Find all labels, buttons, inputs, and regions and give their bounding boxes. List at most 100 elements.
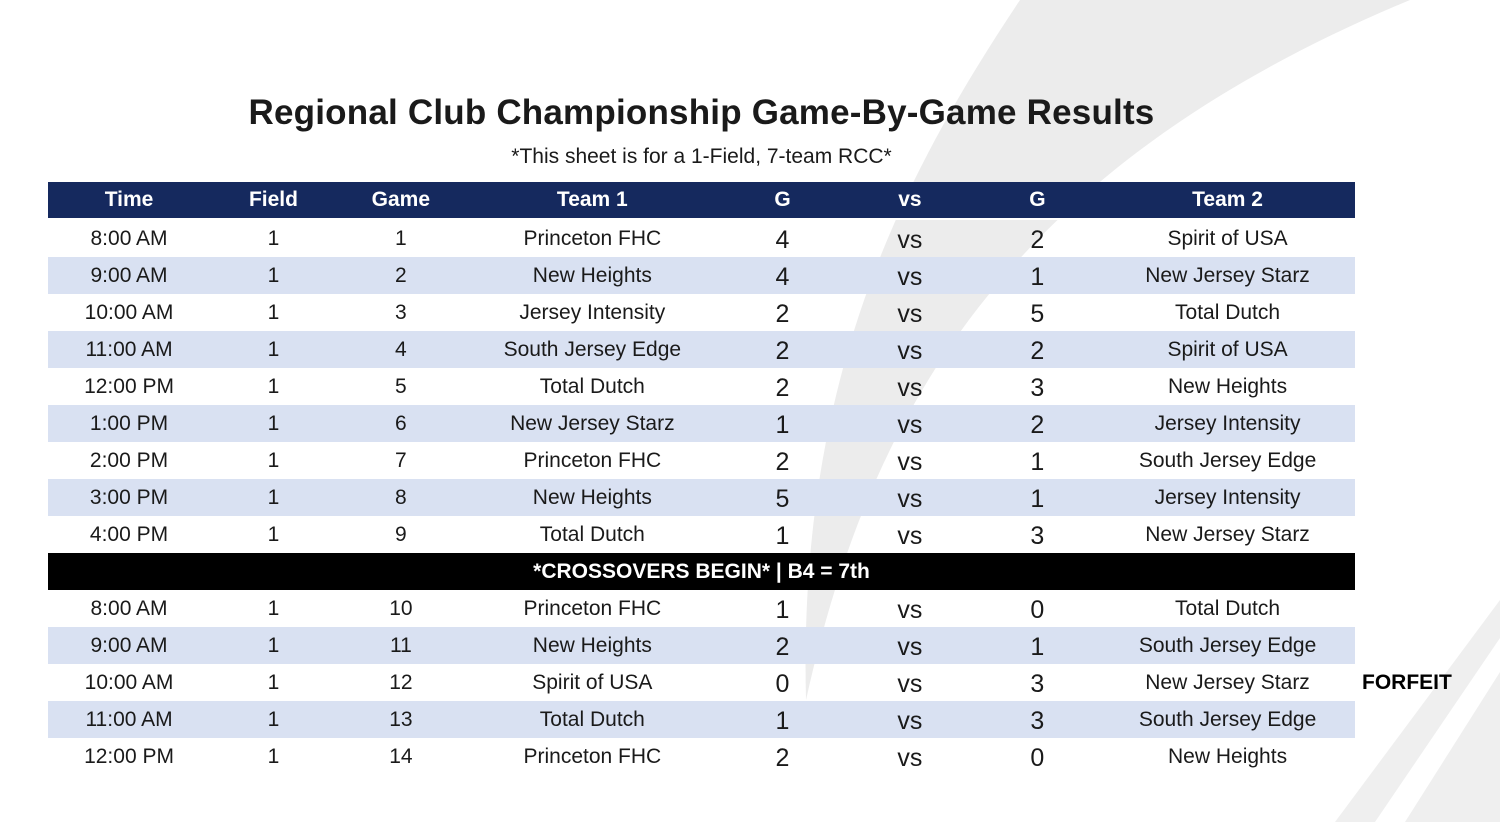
page-title: Regional Club Championship Game-By-Game … xyxy=(248,93,1155,132)
score2-cell: 2 xyxy=(974,331,1101,368)
score1-cell: 2 xyxy=(775,448,790,476)
score2-cell: 2 xyxy=(1030,226,1045,254)
vs-cell: vs xyxy=(897,596,923,624)
team1-cell: Spirit of USA xyxy=(532,670,653,694)
morning-games-body: 8:00 AM 1 1 Princeton FHC 4 vs 2 Spirit of USA 9… xyxy=(48,219,1355,553)
table-row: 11:00 AM 1 4 South Jersey Edge 2 vs 2 Spirit of… xyxy=(48,331,1355,368)
team2-cell: Spirit of USA xyxy=(1100,331,1355,368)
team1-cell: New Heights xyxy=(464,479,720,516)
team2-cell: Total Dutch xyxy=(1175,300,1281,324)
field-cell: 1 xyxy=(210,627,337,664)
time-cell: 9:00 AM xyxy=(48,257,211,294)
vs-cell: vs xyxy=(897,300,923,328)
team1-cell: New Heights xyxy=(464,627,720,664)
score2-cell: 3 xyxy=(1030,522,1045,550)
team2-cell: New Heights xyxy=(1168,374,1288,398)
team2-cell: Jersey Intensity xyxy=(1100,405,1355,442)
game-cell: 10 xyxy=(389,596,413,620)
team2-cell: Spirit of USA xyxy=(1167,226,1288,250)
time-cell: 3:00 PM xyxy=(48,479,211,516)
crossover-games-body: 8:00 AM 1 10 Princeton FHC 1 vs 0 Total Dutch 9:… xyxy=(48,590,1355,775)
time-cell: 10:00 AM xyxy=(84,670,174,694)
table-row: 10:00 AM 1 12 Spirit of USA 0 vs 3 New Jersey S… xyxy=(48,664,1355,701)
time-cell: 2:00 PM xyxy=(89,448,169,472)
game-cell: 4 xyxy=(336,331,465,368)
score1-cell: 2 xyxy=(775,374,790,402)
team2-cell: Jersey Intensity xyxy=(1100,479,1355,516)
score1-cell: 1 xyxy=(775,596,790,624)
col-header-goals2: G xyxy=(974,182,1101,220)
score1-cell: 2 xyxy=(775,744,790,772)
vs-cell: vs xyxy=(845,331,975,368)
game-cell: 12 xyxy=(389,670,413,694)
vs-cell: vs xyxy=(845,405,975,442)
score1-cell: 0 xyxy=(775,670,790,698)
field-cell: 1 xyxy=(267,522,280,546)
page-subtitle: *This sheet is for a 1-Field, 7-team RCC… xyxy=(511,145,892,168)
game-cell: 3 xyxy=(395,300,407,324)
team1-cell: Princeton FHC xyxy=(523,226,662,250)
score2-cell: 1 xyxy=(974,479,1101,516)
field-cell: 1 xyxy=(210,405,337,442)
swoosh-band xyxy=(805,0,1410,700)
score1-cell: 1 xyxy=(719,701,846,738)
game-cell: 9 xyxy=(395,522,407,546)
field-cell: 1 xyxy=(210,701,337,738)
time-cell: 4:00 PM xyxy=(89,522,169,546)
vs-cell: vs xyxy=(897,448,923,476)
score2-cell: 2 xyxy=(974,405,1101,442)
score2-cell: 1 xyxy=(1030,448,1045,476)
col-header-team1: Team 1 xyxy=(464,182,720,220)
vs-cell: vs xyxy=(845,479,975,516)
time-cell: 11:00 AM xyxy=(48,331,211,368)
table-row: 12:00 PM 1 14 Princeton FHC 2 vs 0 New Heights xyxy=(48,738,1355,775)
score1-cell: 1 xyxy=(775,522,790,550)
team1-cell: South Jersey Edge xyxy=(464,331,720,368)
col-header-field: Field xyxy=(210,182,337,220)
team2-cell: New Heights xyxy=(1168,744,1288,768)
divider-body: *CROSSOVERS BEGIN* | B4 = 7th xyxy=(48,553,1355,590)
corner-sliver xyxy=(1375,638,1500,822)
col-header-time: Time xyxy=(48,182,211,220)
field-cell: 1 xyxy=(210,479,337,516)
vs-cell: vs xyxy=(897,744,923,772)
col-header-vs: vs xyxy=(845,182,975,220)
col-header-game: Game xyxy=(336,182,465,220)
col-header-team2: Team 2 xyxy=(1100,182,1355,220)
score1-cell: 2 xyxy=(775,300,790,328)
table-row: 10:00 AM 1 3 Jersey Intensity 2 vs 5 Total Dutc… xyxy=(48,294,1355,331)
score1-cell: 2 xyxy=(719,331,846,368)
crossovers-divider-row: *CROSSOVERS BEGIN* | B4 = 7th xyxy=(48,553,1355,590)
time-cell: 9:00 AM xyxy=(48,627,211,664)
team1-cell: Total Dutch xyxy=(539,374,645,398)
vs-cell: vs xyxy=(897,670,923,698)
team1-cell: New Heights xyxy=(464,257,720,294)
corner-wedge xyxy=(1335,600,1500,822)
table-row: 1:00 PM 1 6 New Jersey Starz 1 vs 2 Jersey Inte… xyxy=(48,405,1355,442)
time-cell: 8:00 AM xyxy=(90,226,168,250)
table-row: 9:00 AM 1 11 New Heights 2 vs 1 South Jersey Ed… xyxy=(48,627,1355,664)
team2-cell: Total Dutch xyxy=(1175,596,1281,620)
score1-cell: 5 xyxy=(719,479,846,516)
table-row: 8:00 AM 1 1 Princeton FHC 4 vs 2 Spirit of USA xyxy=(48,219,1355,257)
field-cell: 1 xyxy=(267,670,280,694)
team2-cell: South Jersey Edge xyxy=(1100,701,1355,738)
game-cell: 1 xyxy=(395,226,407,250)
table-row: 3:00 PM 1 8 New Heights 5 vs 1 Jersey Intensity xyxy=(48,479,1355,516)
game-cell: 2 xyxy=(336,257,465,294)
results-table: Time Field Game Team 1 G vs G Team 2 8:0… xyxy=(48,182,1355,775)
game-cell: 14 xyxy=(389,744,413,768)
time-cell: 12:00 PM xyxy=(84,374,174,398)
table-header-row: Time Field Game Team 1 G vs G Team 2 xyxy=(48,182,1355,220)
team1-cell: New Jersey Starz xyxy=(464,405,720,442)
field-cell: 1 xyxy=(267,448,280,472)
game-cell: 13 xyxy=(336,701,465,738)
team1-cell: Total Dutch xyxy=(464,701,720,738)
vs-cell: vs xyxy=(897,522,923,550)
team1-cell: Princeton FHC xyxy=(523,744,662,768)
team1-cell: Princeton FHC xyxy=(523,596,662,620)
table-row: 12:00 PM 1 5 Total Dutch 2 vs 3 New Heights xyxy=(48,368,1355,405)
col-header-goals1: G xyxy=(719,182,846,220)
